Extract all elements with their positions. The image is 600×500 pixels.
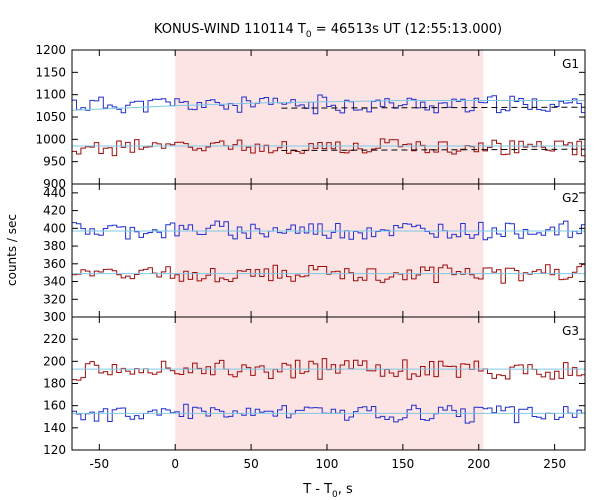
panel-label-g3: G3	[562, 324, 579, 338]
y-tick-label: 320	[43, 292, 66, 306]
y-tick-label: 180	[43, 377, 66, 391]
panel-label-g1: G1	[562, 57, 579, 71]
g1-high-dashed-fit	[281, 106, 586, 109]
g2-high-series	[72, 220, 585, 241]
y-tick-label: 440	[43, 186, 66, 200]
y-tick-label: 420	[43, 204, 66, 218]
y-tick-label: 360	[43, 257, 66, 271]
y-tick-label: 900	[43, 177, 66, 191]
g1-high-series	[72, 94, 585, 115]
x-tick-label: 100	[316, 457, 339, 471]
y-tick-label: 1150	[35, 65, 66, 79]
y-tick-label: 950	[43, 155, 66, 169]
highlight-region	[175, 50, 484, 450]
y-tick-label: 1050	[35, 110, 66, 124]
x-tick-label: 150	[391, 457, 414, 471]
y-tick-label: 160	[43, 399, 66, 413]
chart-title: KONUS-WIND 110114 T0 = 46513s UT (12:55:…	[154, 22, 502, 40]
y-tick-label: 300	[43, 310, 66, 324]
y-tick-label: 1200	[35, 43, 66, 57]
y-tick-label: 120	[43, 443, 66, 457]
y-tick-label: 400	[43, 221, 66, 235]
panel-label-g2: G2	[562, 191, 579, 205]
y-tick-label: 140	[43, 421, 66, 435]
y-tick-label: 340	[43, 275, 66, 289]
x-tick-label: -50	[90, 457, 110, 471]
plot-area: 90095010001050110011501200G1300320340360…	[35, 43, 586, 471]
y-tick-label: 380	[43, 239, 66, 253]
x-tick-label: 200	[467, 457, 490, 471]
y-tick-label: 200	[43, 354, 66, 368]
y-tick-label: 220	[43, 332, 66, 346]
g1-low-dashed-fit	[281, 148, 586, 151]
x-axis-label: T - T0, s	[302, 482, 353, 500]
g2-low-series	[72, 264, 585, 284]
x-tick-label: 0	[171, 457, 179, 471]
x-tick-label: 50	[243, 457, 258, 471]
g1-high-background-fit	[71, 100, 585, 111]
y-axis-label: counts / sec	[5, 214, 19, 286]
x-tick-label: 250	[543, 457, 566, 471]
y-tick-label: 1100	[35, 88, 66, 102]
y-tick-label: 1000	[35, 132, 66, 146]
